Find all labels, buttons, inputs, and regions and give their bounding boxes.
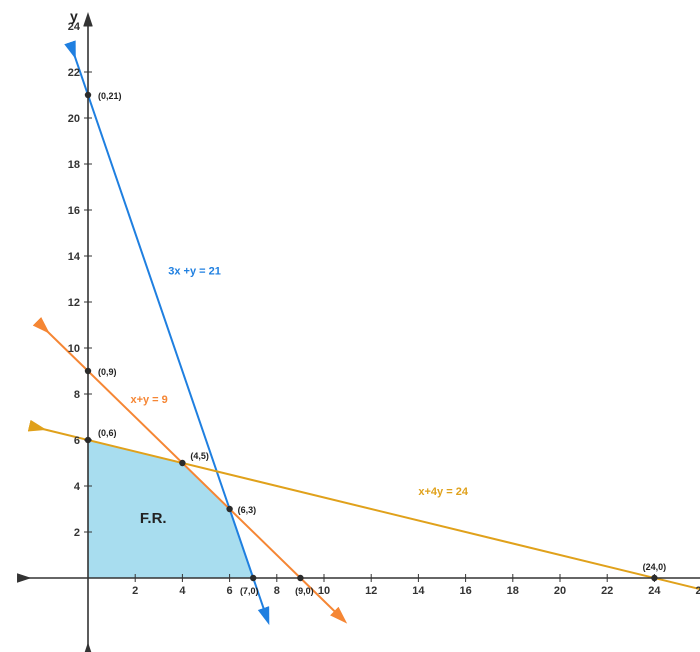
y-tick-label: 10 (68, 343, 80, 355)
marked-point (226, 506, 232, 512)
marked-point (651, 575, 657, 581)
y-tick-label: 4 (74, 481, 81, 493)
feasible-region-label: F.R. (140, 510, 167, 527)
y-tick-label: 14 (68, 251, 81, 263)
y-tick-label: 2 (74, 527, 80, 539)
marked-point (250, 575, 256, 581)
x-tick-label: 10 (318, 585, 330, 597)
point-label: (24,0) (643, 562, 667, 572)
y-tick-label: 6 (74, 435, 80, 447)
point-label: (7,0) (240, 586, 259, 596)
x-tick-label: 22 (601, 585, 613, 597)
y-tick-label: 18 (68, 159, 80, 171)
x-tick-label: 18 (507, 585, 519, 597)
x-tick-label: 14 (412, 585, 425, 597)
point-label: (0,21) (98, 91, 122, 101)
point-label: (0,6) (98, 428, 117, 438)
marked-point (179, 460, 185, 466)
marked-point (297, 575, 303, 581)
marked-point (85, 437, 91, 443)
x-tick-label: 6 (227, 585, 233, 597)
x-tick-label: 12 (365, 585, 377, 597)
point-label: (6,3) (238, 505, 257, 515)
x-tick-label: 2 (132, 585, 138, 597)
x-tick-label: 4 (179, 585, 186, 597)
marked-point (85, 368, 91, 374)
constraint-label-l1: 3x +y = 21 (168, 265, 221, 277)
y-tick-label: 12 (68, 297, 80, 309)
marked-point (85, 92, 91, 98)
point-label: (9,0) (295, 586, 314, 596)
y-tick-label: 22 (68, 67, 80, 79)
x-tick-label: 24 (648, 585, 661, 597)
y-tick-label: 20 (68, 113, 80, 125)
lp-feasible-region-chart: 3x +y = 21x+y = 9x+4y = 2424681012141618… (0, 0, 700, 652)
x-tick-label: 8 (274, 585, 280, 597)
y-axis-label: y (70, 8, 78, 24)
y-tick-label: 16 (68, 205, 80, 217)
point-label: (0,9) (98, 367, 117, 377)
constraint-label-l3: x+4y = 24 (418, 486, 468, 498)
point-label: (4,5) (190, 451, 209, 461)
x-tick-label: 26 (695, 585, 700, 597)
x-tick-label: 16 (459, 585, 471, 597)
constraint-label-l2: x+y = 9 (130, 394, 167, 406)
y-tick-label: 8 (74, 389, 80, 401)
x-tick-label: 20 (554, 585, 566, 597)
